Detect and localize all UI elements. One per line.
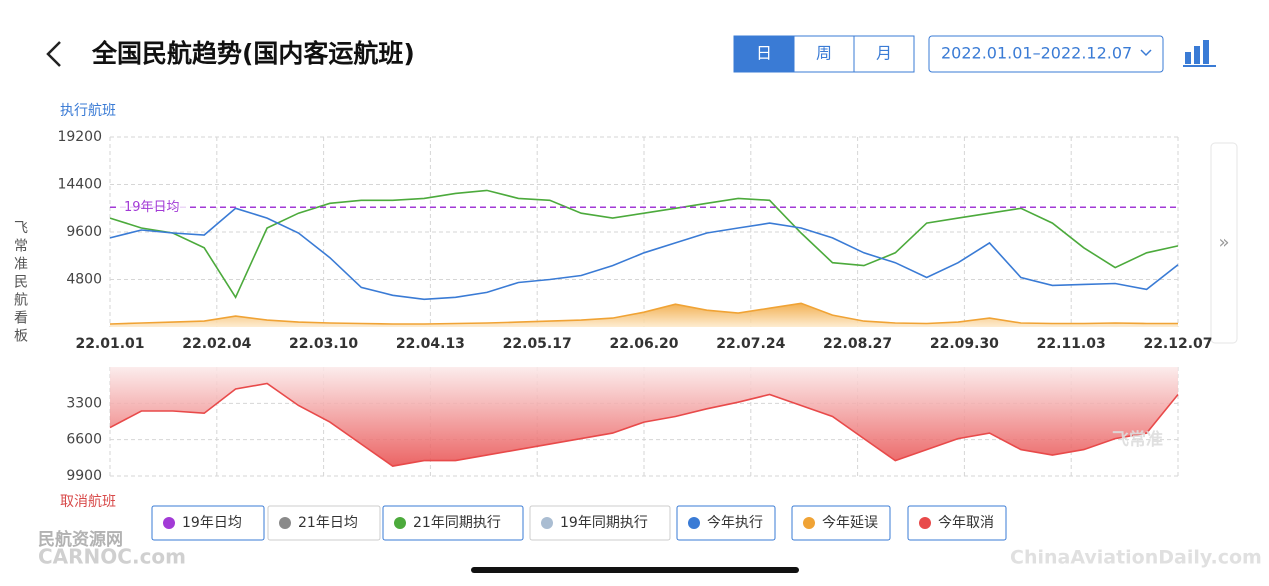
y-tick-label: 4800 [66, 272, 102, 288]
legend-swatch [163, 517, 175, 529]
legend-button[interactable] [907, 505, 1007, 541]
series-area [110, 367, 1178, 467]
watermark: CARNOC.com [38, 545, 186, 569]
legend-label: 今年延误 [822, 515, 878, 531]
series-line [109, 382, 1179, 467]
legend-label: 19年日均 [182, 515, 242, 531]
legend-label: 今年取消 [938, 515, 994, 531]
dropdown-icon [1140, 49, 1152, 57]
legend-label: 19年同期执行 [560, 515, 648, 531]
y-tick-label: 19200 [57, 129, 102, 145]
tab-label: 周 [816, 44, 832, 63]
legend-button[interactable] [529, 505, 671, 541]
side-label: 飞常准民航看板 [12, 220, 28, 346]
reference-label-bg [120, 199, 186, 216]
x-tick-label: 22.07.24 [716, 336, 785, 352]
series-line [109, 207, 1179, 301]
watermark: ChinaAviationDaily.com [1010, 547, 1262, 569]
y-tick-label: 9600 [66, 224, 102, 240]
legend-button[interactable] [382, 505, 524, 541]
page-title: 全国民航趋势(国内客运航班) [91, 39, 415, 68]
back-icon[interactable] [46, 41, 61, 67]
series-area [110, 303, 1178, 327]
chart-icon[interactable] [1183, 40, 1216, 67]
y-tick-label: 3300 [66, 395, 102, 411]
series-line [109, 189, 1179, 299]
legend-swatch [919, 517, 931, 529]
reference-label: 19年日均 [124, 200, 180, 215]
x-tick-label: 22.06.20 [609, 336, 678, 352]
x-tick-label: 22.08.27 [823, 336, 892, 352]
legend-swatch [394, 517, 406, 529]
legend-swatch [688, 517, 700, 529]
legend-button[interactable] [676, 505, 776, 541]
watermark: 民航资源网 [38, 529, 123, 550]
y-tick-label: 14400 [57, 177, 102, 193]
x-tick-label: 22.04.13 [396, 336, 465, 352]
legend-label: 21年同期执行 [413, 515, 501, 531]
x-tick-label: 22.11.03 [1037, 336, 1106, 352]
y-tick-label: 9900 [66, 468, 102, 484]
x-tick-label: 22.09.30 [930, 336, 999, 352]
watermark: 飞常准 [1112, 429, 1163, 450]
expand-icon: » [1218, 232, 1229, 253]
legend-label: 今年执行 [707, 515, 763, 531]
series-line [109, 302, 1178, 325]
legend-swatch [279, 517, 291, 529]
y-tick-label: 6600 [66, 432, 102, 448]
tab-label: 日 [756, 44, 772, 63]
home-indicator [471, 567, 799, 573]
x-tick-label: 22.12.07 [1143, 336, 1212, 352]
legend-swatch [803, 517, 815, 529]
x-tick-label: 22.02.04 [182, 336, 251, 352]
tab-button[interactable] [853, 35, 915, 73]
x-tick-label: 22.05.17 [503, 336, 572, 352]
legend-button[interactable] [791, 505, 891, 541]
date-range: 2022.01.01–2022.12.07 [941, 44, 1132, 63]
tab-label: 月 [876, 44, 892, 63]
x-tick-label: 22.03.10 [289, 336, 358, 352]
date-picker[interactable] [928, 35, 1164, 73]
tab-button[interactable] [733, 35, 795, 73]
legend-swatch [541, 517, 553, 529]
legend-button[interactable] [267, 505, 381, 541]
legend-button[interactable] [151, 505, 265, 541]
y-axis-title: 取消航班 [60, 494, 116, 510]
legend-label: 21年日均 [298, 515, 358, 531]
side-panel[interactable] [1210, 142, 1238, 344]
y-axis-title: 执行航班 [60, 103, 116, 119]
tab-button[interactable] [793, 35, 855, 73]
x-tick-label: 22.01.01 [75, 336, 144, 352]
